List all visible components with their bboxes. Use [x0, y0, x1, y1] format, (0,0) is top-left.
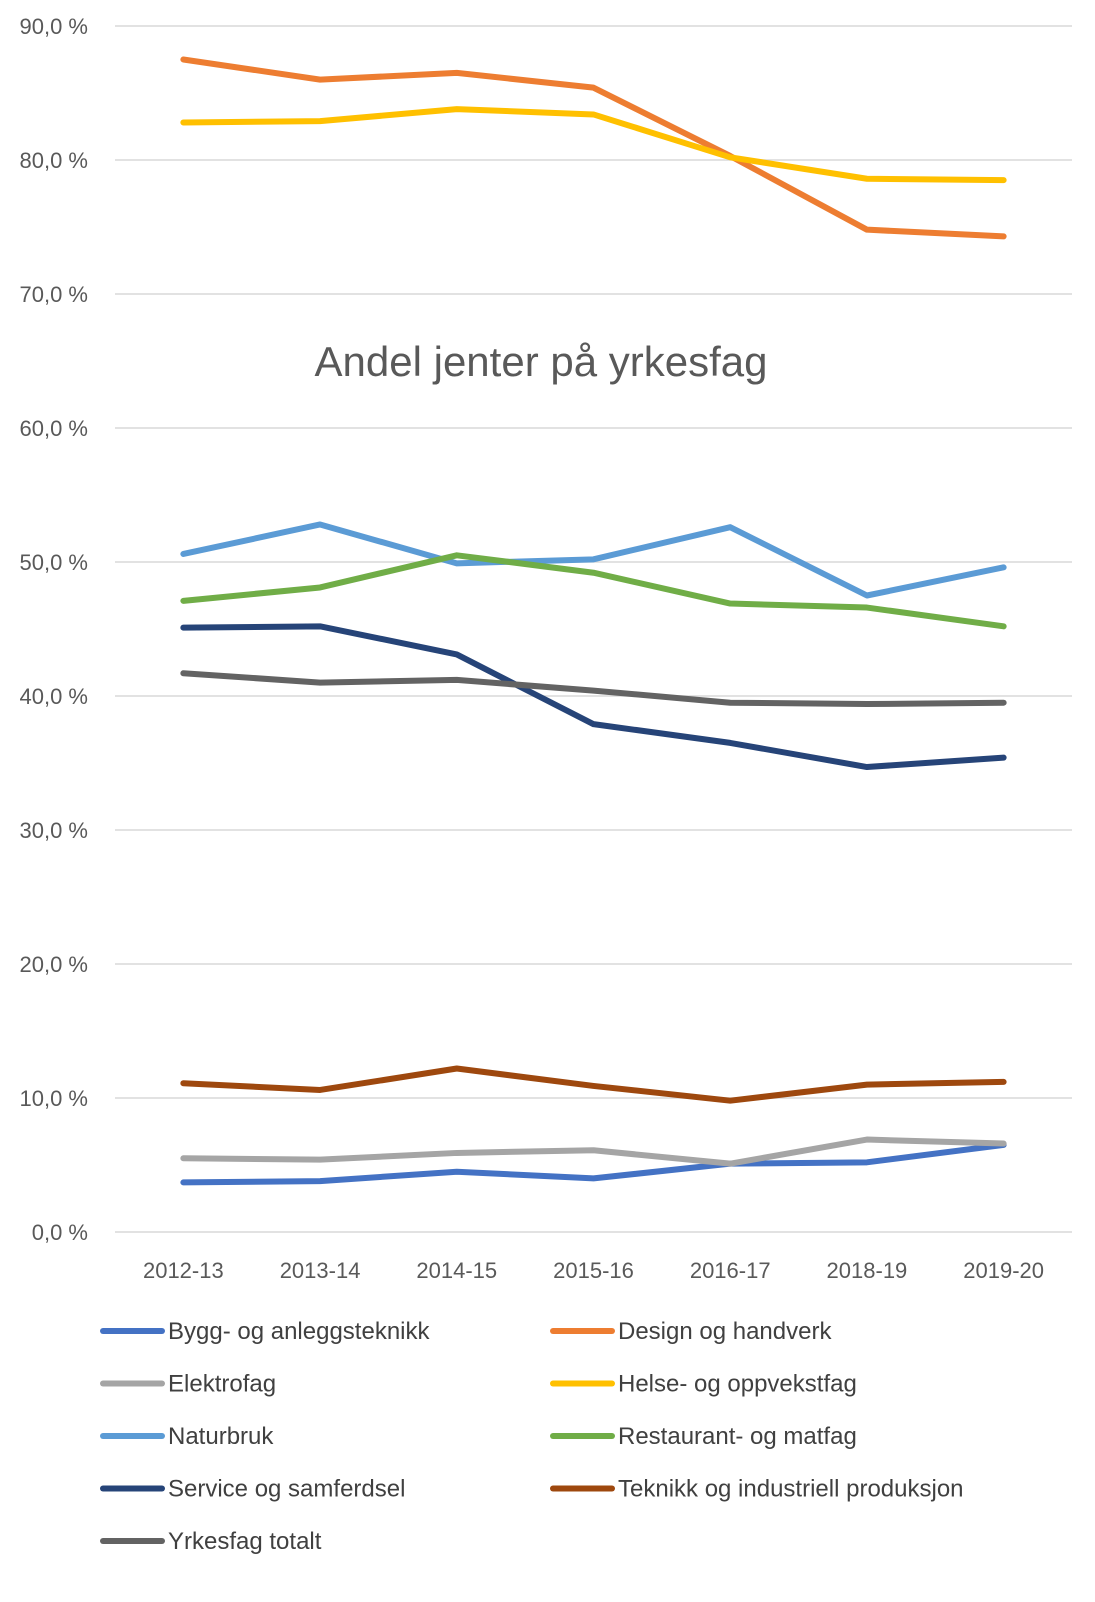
- legend-label: Naturbruk: [168, 1423, 274, 1450]
- series-line: [180, 56, 1007, 240]
- series-line: [180, 623, 1007, 771]
- legend-item: Bygg- og anleggsteknikk: [100, 1318, 430, 1345]
- legend-label: Bygg- og anleggsteknikk: [168, 1318, 430, 1345]
- series-line: [180, 1136, 1007, 1167]
- y-axis-tick-labels: 0,0 % 10,0 % 20,0 % 30,0 % 40,0 % 50,0 % 60,0 …: [20, 14, 89, 1245]
- series-line: [180, 1141, 1007, 1186]
- x-tick-label: 2019-20: [963, 1258, 1044, 1283]
- y-tick-label: 50,0 %: [20, 550, 89, 575]
- series-line: [180, 106, 1007, 184]
- y-tick-label: 0,0 %: [32, 1220, 88, 1245]
- legend-item: Teknikk og industriell produksjon: [550, 1476, 964, 1503]
- series-line: [180, 552, 1007, 630]
- legend-label: Service og samferdsel: [168, 1476, 405, 1503]
- title-background: [300, 332, 800, 392]
- legend-item: Restaurant- og matfag: [550, 1423, 857, 1450]
- series-line: [180, 1065, 1007, 1104]
- chart-title: Andel jenter på yrkesfag: [315, 338, 768, 385]
- series-lines: [180, 56, 1007, 1186]
- x-tick-label: 2014-15: [416, 1258, 497, 1283]
- y-tick-label: 10,0 %: [20, 1086, 89, 1111]
- y-tick-label: 80,0 %: [20, 148, 89, 173]
- legend-item: Service og samferdsel: [100, 1476, 405, 1503]
- series-line: [180, 670, 1007, 708]
- legend-item: Naturbruk: [100, 1423, 274, 1450]
- legend: Bygg- og anleggsteknikk Design og handver…: [100, 1318, 964, 1555]
- legend-label: Helse- og oppvekstfag: [618, 1371, 857, 1398]
- legend-item: Elektrofag: [100, 1371, 276, 1398]
- x-tick-label: 2018-19: [827, 1258, 908, 1283]
- x-tick-label: 2016-17: [690, 1258, 771, 1283]
- y-tick-label: 40,0 %: [20, 684, 89, 709]
- y-tick-label: 20,0 %: [20, 952, 89, 977]
- x-tick-label: 2013-14: [280, 1258, 361, 1283]
- x-tick-label: 2015-16: [553, 1258, 634, 1283]
- legend-label: Design og handverk: [618, 1318, 832, 1345]
- legend-label: Yrkesfag totalt: [168, 1528, 322, 1555]
- series-line: [180, 521, 1007, 599]
- x-tick-label: 2012-13: [143, 1258, 224, 1283]
- legend-label: Restaurant- og matfag: [618, 1423, 857, 1450]
- legend-item: Helse- og oppvekstfag: [550, 1371, 857, 1398]
- legend-label: Teknikk og industriell produksjon: [618, 1476, 964, 1503]
- y-tick-label: 60,0 %: [20, 416, 89, 441]
- y-tick-label: 70,0 %: [20, 282, 89, 307]
- legend-label: Elektrofag: [168, 1371, 276, 1398]
- legend-item: Yrkesfag totalt: [100, 1528, 322, 1555]
- y-tick-label: 30,0 %: [20, 818, 89, 843]
- x-axis-tick-labels: 2012-13 2013-14 2014-15 2015-16 2016-17 2018-…: [143, 1258, 1044, 1283]
- legend-item: Design og handverk: [550, 1318, 832, 1345]
- y-tick-label: 90,0 %: [20, 14, 89, 39]
